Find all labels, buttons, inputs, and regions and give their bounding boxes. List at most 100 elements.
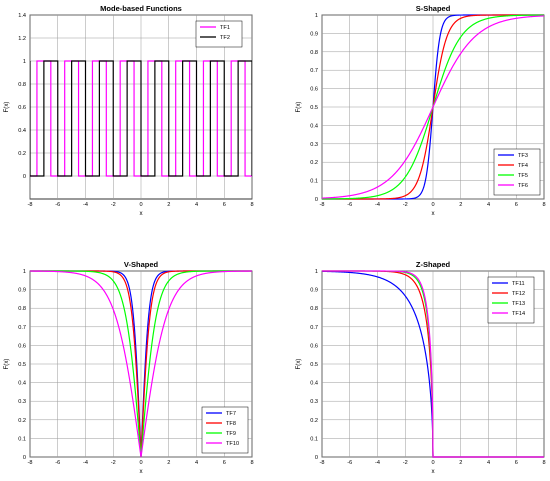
chart-title: S-Shaped bbox=[416, 4, 451, 13]
x-tick-label: 4 bbox=[487, 460, 490, 466]
y-tick-label: 1.4 bbox=[18, 13, 26, 19]
x-tick-label: 8 bbox=[542, 460, 545, 466]
series-line-tf2 bbox=[30, 60, 252, 177]
x-axis-label: x bbox=[431, 210, 435, 217]
y-axis-label: F(x) bbox=[295, 359, 302, 370]
legend-label: TF5 bbox=[518, 173, 528, 179]
x-tick-label: 8 bbox=[250, 202, 253, 208]
y-tick-label: 0 bbox=[315, 455, 318, 461]
y-tick-label: 0.2 bbox=[310, 160, 318, 166]
y-tick-label: 1 bbox=[23, 269, 26, 275]
x-tick-label: 4 bbox=[195, 202, 198, 208]
x-tick-label: 8 bbox=[250, 460, 253, 466]
x-tick-label: 6 bbox=[223, 460, 226, 466]
legend-label: TF4 bbox=[518, 163, 528, 169]
chart-panel-4: -8 -6 -4 -2 0 2 4 6 8 0 0.1 0.2 0.3 0.4 0.5 0.6 0.7 0.8 0.… bbox=[295, 260, 546, 475]
y-tick-label: 0.6 bbox=[310, 343, 318, 349]
x-tick-label: 0 bbox=[139, 460, 142, 466]
y-tick-label: 0.8 bbox=[18, 306, 26, 312]
legend-label: TF12 bbox=[512, 291, 525, 297]
y-tick-label: 1.2 bbox=[18, 36, 26, 42]
y-tick-label: 0.7 bbox=[310, 68, 318, 74]
legend-label: TF3 bbox=[518, 153, 528, 159]
legend: TF3 TF4 TF5 TF6 bbox=[493, 148, 541, 196]
y-tick-label: 1 bbox=[315, 269, 318, 275]
legend-label: TF1 bbox=[220, 25, 230, 31]
legend-label: TF9 bbox=[226, 431, 236, 437]
legend-box bbox=[195, 20, 243, 48]
x-tick-label: -6 bbox=[347, 202, 352, 208]
legend-label: TF7 bbox=[226, 411, 236, 417]
x-tick-label: 6 bbox=[515, 202, 518, 208]
x-axis-label: x bbox=[139, 468, 143, 475]
legend-label: TF8 bbox=[226, 421, 236, 427]
x-tick-label: 2 bbox=[459, 460, 462, 466]
x-axis-label: x bbox=[431, 468, 435, 475]
x-tick-label: 2 bbox=[167, 460, 170, 466]
x-tick-label: 0 bbox=[139, 202, 142, 208]
chart-title: Mode-based Functions bbox=[100, 4, 182, 13]
chart-title: Z-Shaped bbox=[416, 260, 451, 269]
y-tick-label: 0.1 bbox=[18, 436, 26, 442]
x-tick-label: -2 bbox=[403, 460, 408, 466]
x-axis-label: x bbox=[139, 210, 143, 217]
x-tick-label: -4 bbox=[83, 460, 88, 466]
y-tick-label: 0.1 bbox=[310, 179, 318, 185]
y-tick-label: 0.9 bbox=[18, 288, 26, 294]
legend-box bbox=[487, 276, 535, 324]
y-tick-label: 0.2 bbox=[18, 151, 26, 157]
legend: TF11 TF12 TF13 TF14 bbox=[487, 276, 535, 324]
chart-panel-2: -8 -6 -4 -2 0 2 4 6 8 0 0.1 0.2 0.3 0.4 0.5 0.6 0.7 0.8 0.… bbox=[295, 4, 546, 217]
y-tick-label: 0.4 bbox=[18, 381, 26, 387]
legend-box bbox=[493, 148, 541, 196]
y-tick-label: 1 bbox=[23, 59, 26, 65]
y-axis-label: F(x) bbox=[3, 102, 10, 113]
x-tick-label: 0 bbox=[431, 202, 434, 208]
x-tick-label: -6 bbox=[347, 460, 352, 466]
x-tick-label: 6 bbox=[515, 460, 518, 466]
series-line-tf10 bbox=[30, 270, 252, 458]
x-tick-label: -4 bbox=[83, 202, 88, 208]
x-tick-label: -8 bbox=[320, 202, 325, 208]
x-tick-label: 8 bbox=[542, 202, 545, 208]
legend-box bbox=[201, 406, 249, 454]
x-tick-label: 2 bbox=[459, 202, 462, 208]
y-tick-label: 0.5 bbox=[310, 362, 318, 368]
legend-label: TF10 bbox=[226, 441, 239, 447]
legend-label: TF6 bbox=[518, 183, 528, 189]
x-tick-label: -8 bbox=[28, 202, 33, 208]
x-tick-label: 4 bbox=[487, 202, 490, 208]
y-tick-label: 0.6 bbox=[18, 343, 26, 349]
x-tick-label: -2 bbox=[403, 202, 408, 208]
y-tick-label: 0.4 bbox=[310, 123, 318, 129]
y-tick-label: 0.1 bbox=[310, 436, 318, 442]
x-tick-label: -2 bbox=[111, 460, 116, 466]
chart-panel-1: -8 -6 -4 -2 0 2 4 6 8 0 0.2 0.4 0.6 0.8 1 1.2 1.4 Mode-ba… bbox=[3, 4, 254, 217]
legend-label: TF2 bbox=[220, 35, 230, 41]
legend: TF1 TF2 bbox=[195, 20, 243, 48]
x-tick-label: 6 bbox=[223, 202, 226, 208]
x-tick-label: -6 bbox=[55, 202, 60, 208]
y-tick-label: 0.8 bbox=[310, 50, 318, 56]
legend-label: TF13 bbox=[512, 301, 525, 307]
y-axis-label: F(x) bbox=[295, 102, 302, 113]
y-tick-label: 0.2 bbox=[18, 418, 26, 424]
y-tick-label: 0.6 bbox=[18, 105, 26, 111]
y-tick-label: 0.3 bbox=[310, 142, 318, 148]
y-tick-label: 0 bbox=[23, 455, 26, 461]
x-tick-label: -8 bbox=[320, 460, 325, 466]
y-tick-label: 0.5 bbox=[18, 362, 26, 368]
y-axis-label: F(x) bbox=[3, 359, 10, 370]
y-tick-label: 0.9 bbox=[310, 31, 318, 37]
y-tick-label: 0 bbox=[23, 174, 26, 180]
legend: TF7 TF8 TF9 TF10 bbox=[201, 406, 249, 454]
y-tick-label: 0.5 bbox=[310, 105, 318, 111]
legend-label: TF11 bbox=[512, 281, 525, 287]
series-line-tf6 bbox=[322, 15, 544, 199]
y-tick-label: 0 bbox=[315, 197, 318, 203]
series-line-tf14 bbox=[322, 270, 544, 458]
y-tick-label: 0.4 bbox=[18, 128, 26, 134]
y-tick-label: 0.8 bbox=[310, 306, 318, 312]
